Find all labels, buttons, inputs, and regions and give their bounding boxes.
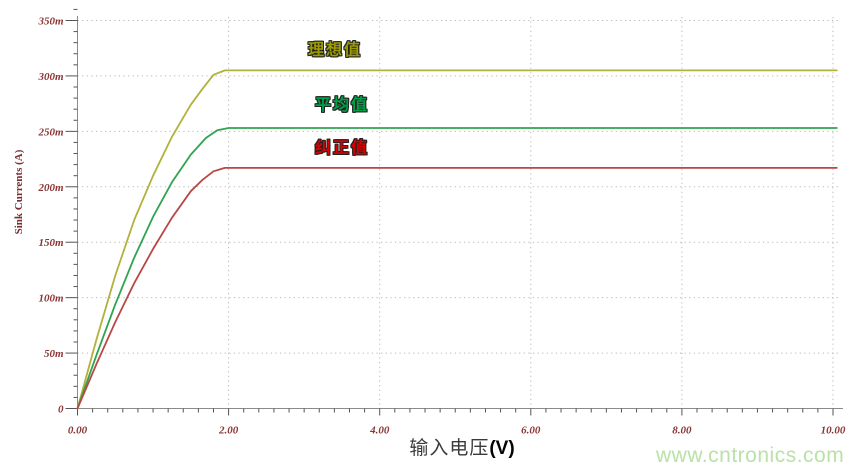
chart: 0.00 2.00 4.00 6.00 8.00 10.00 0 50m 100m 150m 200… xyxy=(13,8,846,467)
plot-area: 0.00 2.00 4.00 6.00 8.00 10.00050m100m150m200… xyxy=(37,8,846,437)
